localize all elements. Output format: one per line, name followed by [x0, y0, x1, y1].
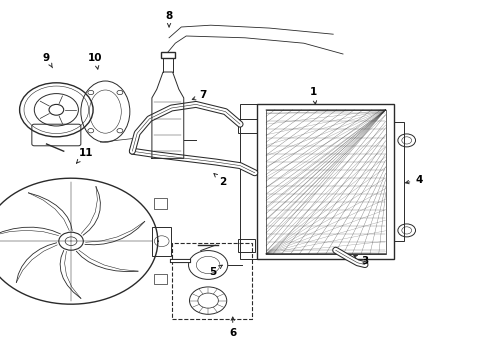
Bar [240, 104, 257, 259]
Bar [238, 119, 257, 133]
Text: 8: 8 [166, 11, 172, 27]
Text: 1: 1 [310, 87, 317, 104]
Text: 3: 3 [354, 256, 368, 266]
Text: 11: 11 [76, 148, 93, 163]
Text: 2: 2 [214, 174, 226, 187]
Text: 6: 6 [229, 317, 236, 338]
Bar [154, 274, 167, 284]
Bar [152, 227, 172, 256]
Bar [161, 52, 175, 58]
Text: 10: 10 [88, 53, 103, 69]
Circle shape [49, 104, 64, 115]
Bar [257, 104, 394, 259]
Text: 9: 9 [43, 53, 52, 68]
Text: 5: 5 [210, 265, 222, 277]
Text: 4: 4 [406, 175, 423, 185]
Bar [154, 198, 167, 209]
Bar [238, 239, 255, 252]
Bar [394, 122, 404, 241]
Text: 7: 7 [192, 90, 207, 100]
Bar [266, 110, 386, 254]
Bar [172, 243, 252, 319]
